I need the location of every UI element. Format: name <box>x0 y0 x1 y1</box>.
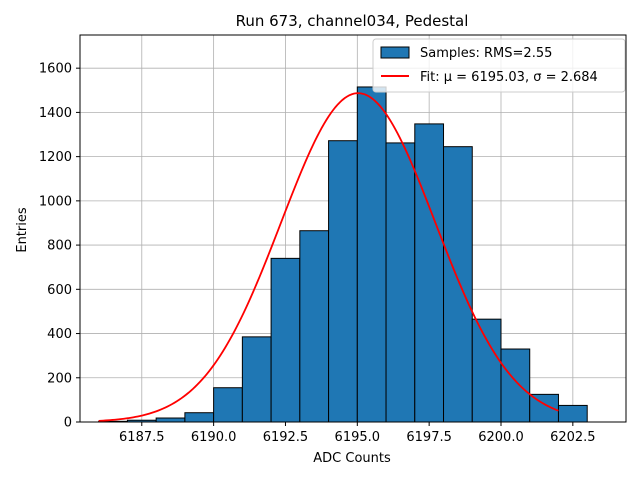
x-tick-label: 6200.0 <box>478 430 524 445</box>
x-tick-label: 6187.5 <box>119 430 165 445</box>
y-tick-label: 800 <box>47 239 72 254</box>
x-tick-label: 6195.0 <box>335 430 381 445</box>
histogram-bar <box>443 146 473 423</box>
histogram-bars <box>98 86 588 423</box>
axes-spines <box>79 34 627 423</box>
legend-label-samples: Samples: RMS=2.55 <box>420 46 552 61</box>
legend-box <box>372 38 626 93</box>
x-axis-ticks: 6187.5 6190.0 6192.5 6195.0 6197.5 6200.0 6202… <box>119 422 596 445</box>
y-tick-label: 1200 <box>39 150 72 165</box>
chart-title: Run 673, channel034, Pedestal <box>236 12 469 30</box>
histogram-bar <box>385 142 416 423</box>
histogram-bar <box>213 387 243 423</box>
x-tick-label: 6202.5 <box>550 430 596 445</box>
histogram-bar <box>414 123 445 423</box>
x-tick-label: 6197.5 <box>406 430 452 445</box>
histogram-bar <box>270 257 301 423</box>
y-tick-label: 600 <box>47 283 72 298</box>
histogram-bar <box>500 348 531 423</box>
histogram-bar <box>557 404 588 423</box>
y-tick-label: 1000 <box>39 194 72 209</box>
y-tick-label: 1400 <box>39 106 72 121</box>
axes-frame <box>79 34 627 423</box>
x-axis-label: ADC Counts <box>313 451 391 466</box>
y-tick-label: 1600 <box>39 62 72 77</box>
x-tick-label: 6190.0 <box>191 430 237 445</box>
fit-curve-group <box>98 92 559 422</box>
histogram-bar <box>155 417 186 423</box>
histogram-bar <box>328 140 358 423</box>
histogram-bar <box>184 412 215 423</box>
histogram-bar <box>241 336 272 423</box>
fit-curve <box>98 92 559 422</box>
y-axis-ticks: 0 200 400 600 800 1000 1200 1400 1600 <box>39 62 80 431</box>
y-tick-label: 400 <box>47 327 72 342</box>
legend-swatch-samples <box>380 46 410 59</box>
y-axis-label: Entries <box>15 207 30 253</box>
legend: Samples: RMS=2.55 Fit: μ = 6195.03, σ = … <box>372 38 626 93</box>
y-tick-label: 0 <box>64 416 72 431</box>
x-tick-label: 6192.5 <box>263 430 309 445</box>
histogram-bar <box>471 318 502 423</box>
histogram-bar <box>299 230 330 423</box>
legend-label-fit: Fit: μ = 6195.03, σ = 2.684 <box>420 70 598 85</box>
histogram-bar <box>356 86 387 423</box>
y-tick-label: 200 <box>47 371 72 386</box>
